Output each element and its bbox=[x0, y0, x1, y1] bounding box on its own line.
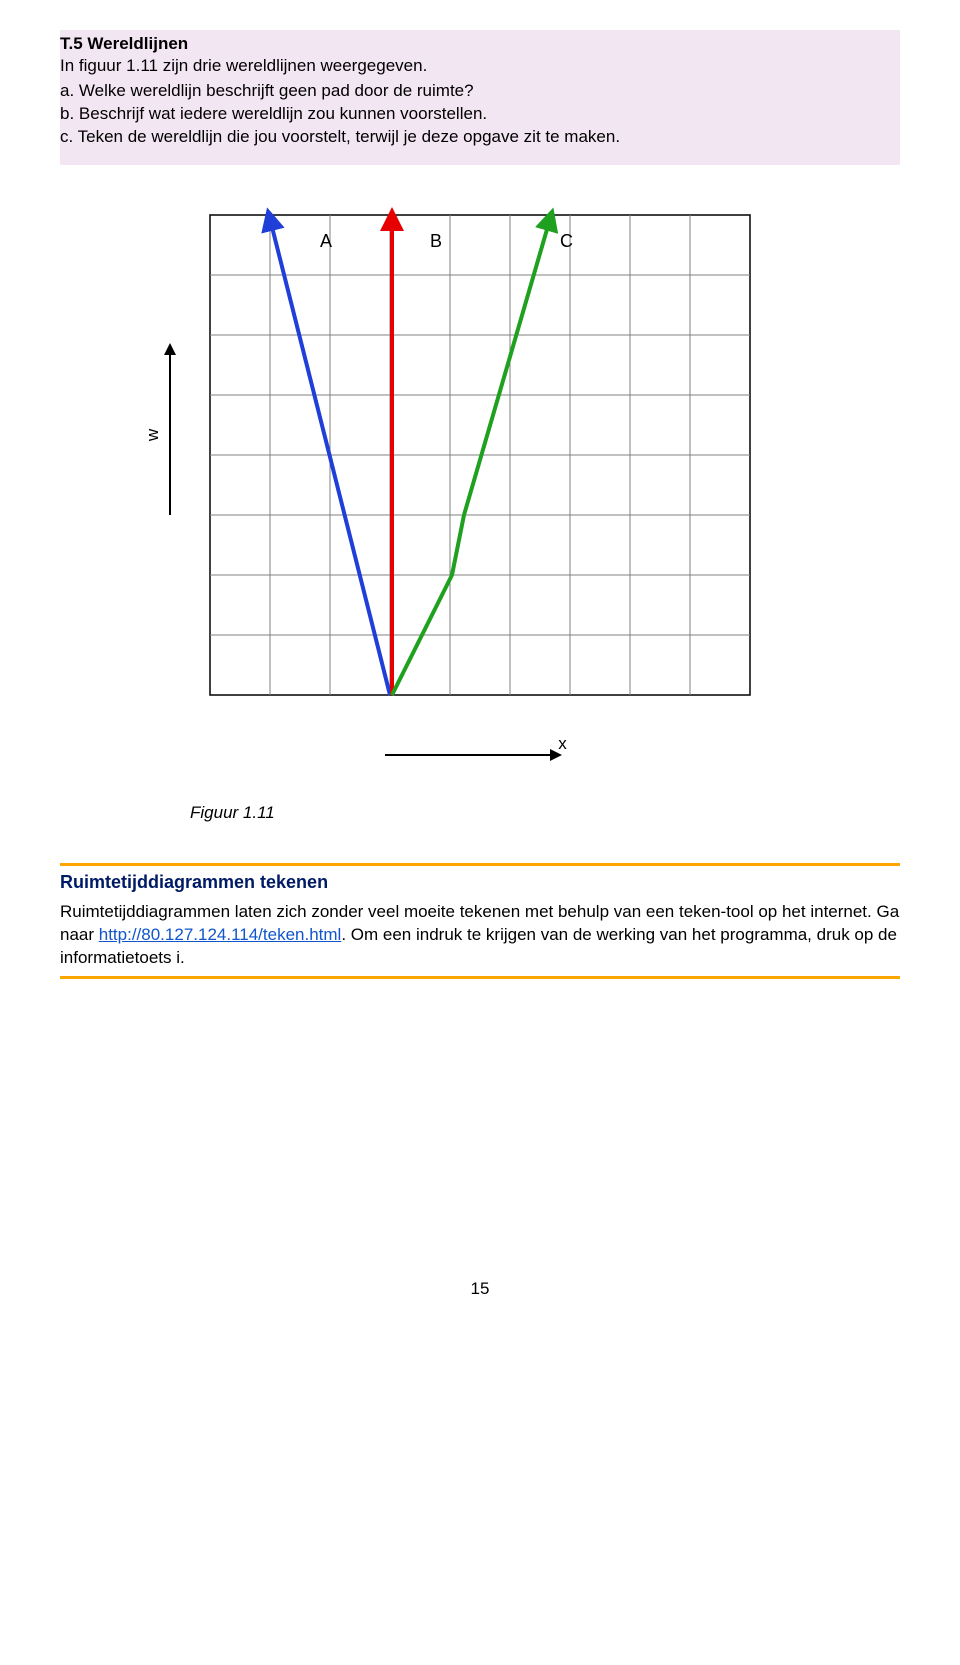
page-container: T.5 Wereldlijnen In figuur 1.11 zijn dri… bbox=[0, 0, 960, 1329]
section-title: Ruimtetijddiagrammen tekenen bbox=[60, 872, 900, 893]
divider-top bbox=[60, 863, 900, 866]
axis-label-w: w bbox=[143, 428, 162, 442]
series-label-a: A bbox=[320, 231, 332, 251]
exercise-intro: In figuur 1.11 zijn drie wereldlijnen we… bbox=[60, 56, 900, 76]
figure-caption: Figuur 1.11 bbox=[190, 803, 830, 823]
axis-label-x: x bbox=[558, 734, 567, 753]
exercise-item-a: a. Welke wereldlijn beschrijft geen pad … bbox=[60, 80, 900, 103]
series-label-b: B bbox=[430, 231, 442, 251]
exercise-item-c: c. Teken de wereldlijn die jou voorstelt… bbox=[60, 126, 900, 149]
figure-container: A B C w x Figuur 1.11 bbox=[130, 195, 830, 823]
exercise-item-b: b. Beschrijf wat iedere wereldlijn zou k… bbox=[60, 103, 900, 126]
series-label-c: C bbox=[560, 231, 573, 251]
worldline-chart: A B C w x bbox=[130, 195, 830, 795]
divider-bottom bbox=[60, 976, 900, 979]
page-number: 15 bbox=[60, 1279, 900, 1299]
exercise-title: T.5 Wereldlijnen bbox=[60, 34, 900, 54]
section-body: Ruimtetijddiagrammen laten zich zonder v… bbox=[60, 901, 900, 970]
teken-link[interactable]: http://80.127.124.114/teken.html bbox=[99, 925, 342, 944]
exercise-box: T.5 Wereldlijnen In figuur 1.11 zijn dri… bbox=[60, 30, 900, 165]
